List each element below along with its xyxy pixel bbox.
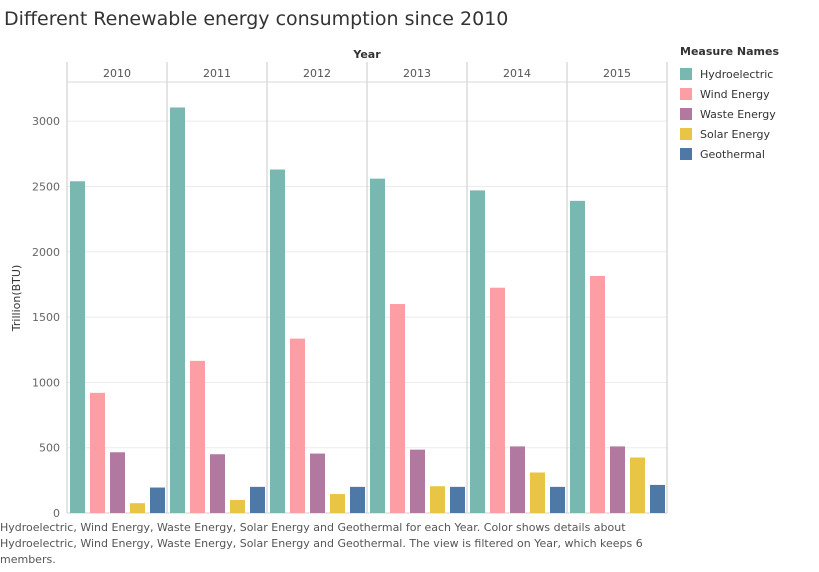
bar-geothermal-2012 bbox=[350, 486, 365, 513]
bar-waste-energy-2011 bbox=[210, 454, 225, 513]
legend-item: Hydroelectric bbox=[680, 64, 779, 84]
bar-wind-energy-2010 bbox=[90, 392, 105, 513]
x-axis-title: Year bbox=[352, 48, 381, 61]
bar-geothermal-2014 bbox=[550, 486, 565, 513]
y-tick-label: 2500 bbox=[32, 180, 60, 193]
legend-item: Wind Energy bbox=[680, 84, 779, 104]
y-tick-label: 3000 bbox=[32, 115, 60, 128]
chart-title: Different Renewable energy consumption s… bbox=[4, 8, 509, 30]
bar-waste-energy-2010 bbox=[110, 452, 125, 513]
legend-item: Solar Energy bbox=[680, 124, 779, 144]
bar-hydroelectric-2012 bbox=[270, 169, 285, 514]
legend-label: Solar Energy bbox=[700, 127, 771, 141]
bar-solar-energy-2011 bbox=[230, 499, 245, 513]
legend-swatch bbox=[680, 68, 692, 80]
bar-geothermal-2010 bbox=[150, 487, 165, 513]
bar-hydroelectric-2010 bbox=[70, 181, 85, 513]
bar-solar-energy-2010 bbox=[130, 503, 145, 513]
legend-items: Hydroelectric Wind Energy Waste Energy Sola… bbox=[680, 64, 779, 164]
bar-geothermal-2011 bbox=[250, 486, 265, 513]
category-label: 2012 bbox=[303, 67, 331, 80]
category-label: 2011 bbox=[203, 67, 231, 80]
legend-label: Geothermal bbox=[700, 147, 765, 161]
bar-wind-energy-2013 bbox=[390, 304, 405, 513]
bar-waste-energy-2012 bbox=[310, 453, 325, 513]
legend-swatch bbox=[680, 128, 692, 140]
legend-item: Waste Energy bbox=[680, 104, 779, 124]
bar-wind-energy-2011 bbox=[190, 360, 205, 513]
legend-title: Measure Names bbox=[680, 45, 780, 58]
y-tick-label: 0 bbox=[53, 507, 60, 520]
bar-wind-energy-2014 bbox=[490, 287, 505, 513]
bar-geothermal-2013 bbox=[450, 486, 465, 513]
legend-swatch bbox=[680, 88, 692, 100]
y-tick-label: 2000 bbox=[32, 246, 60, 259]
category-label: 2014 bbox=[503, 67, 531, 80]
bar-solar-energy-2012 bbox=[330, 494, 345, 513]
legend-item: Geothermal bbox=[680, 144, 779, 164]
legend-label: Wind Energy bbox=[700, 87, 770, 101]
category-label: 2010 bbox=[103, 67, 131, 80]
chart-caption: Hydroelectric, Wind Energy, Waste Energy… bbox=[0, 521, 643, 566]
y-tick-label: 500 bbox=[39, 442, 60, 455]
legend-label: Waste Energy bbox=[700, 107, 776, 121]
legend-swatch bbox=[680, 148, 692, 160]
bar-wind-energy-2015 bbox=[590, 275, 605, 513]
y-tick-label: 1000 bbox=[32, 376, 60, 389]
legend-label: Hydroelectric bbox=[700, 67, 774, 81]
bar-hydroelectric-2015 bbox=[570, 200, 585, 514]
bar-waste-energy-2015 bbox=[610, 446, 625, 513]
bar-geothermal-2015 bbox=[650, 484, 665, 513]
y-axis-title: Trillion(BTU) bbox=[10, 265, 23, 332]
bar-hydroelectric-2014 bbox=[470, 190, 485, 514]
bar-wind-energy-2012 bbox=[290, 338, 305, 513]
bar-solar-energy-2013 bbox=[430, 486, 445, 513]
bar-hydroelectric-2011 bbox=[170, 107, 185, 513]
legend: Measure Names Hydroelectric Wind Energy Wa… bbox=[680, 45, 779, 164]
category-label: 2013 bbox=[403, 67, 431, 80]
legend-swatch bbox=[680, 108, 692, 120]
bar-solar-energy-2014 bbox=[530, 472, 545, 513]
y-tick-label: 1500 bbox=[32, 311, 60, 324]
bar-waste-energy-2013 bbox=[410, 449, 425, 513]
bar-solar-energy-2015 bbox=[630, 457, 645, 513]
bar-hydroelectric-2013 bbox=[370, 178, 385, 513]
category-label: 2015 bbox=[603, 67, 631, 80]
bar-waste-energy-2014 bbox=[510, 446, 525, 513]
